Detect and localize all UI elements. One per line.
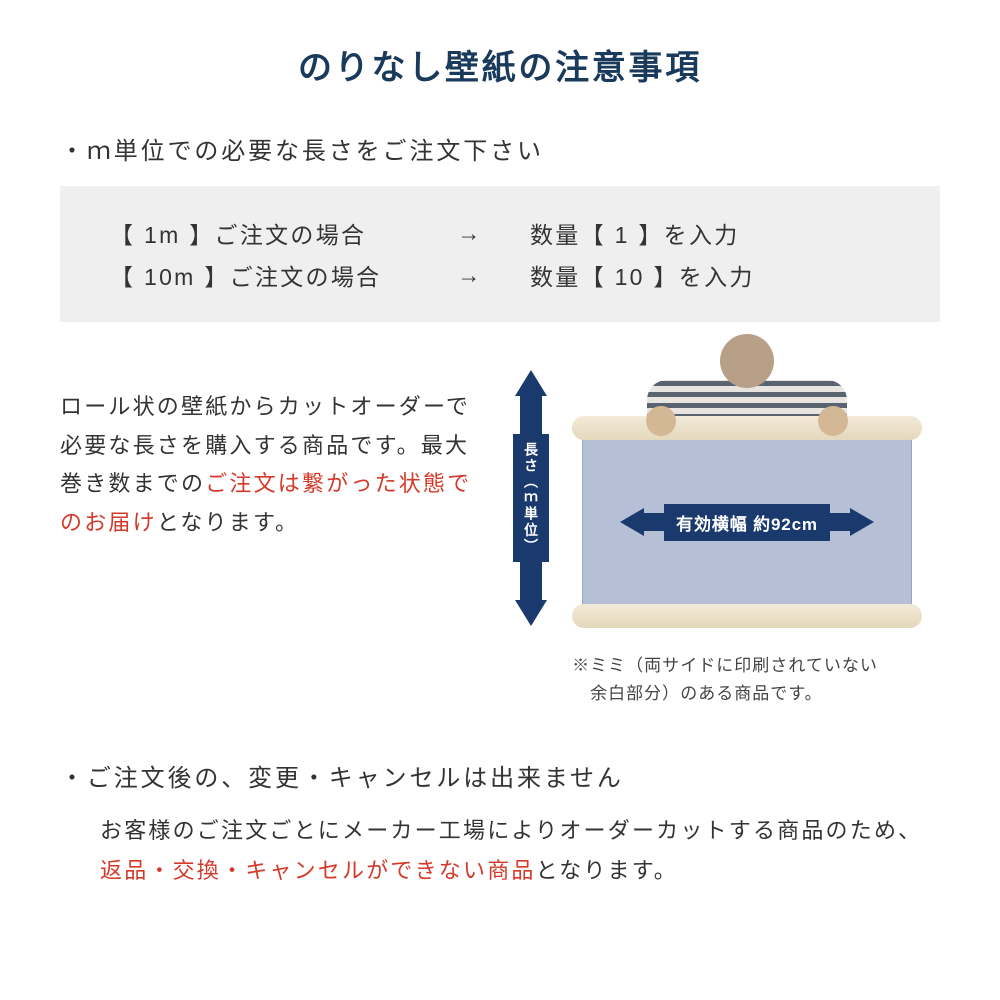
- section2-heading: ・ご注文後の、変更・キャンセルは出来ません: [60, 758, 940, 793]
- width-label: 有効横幅 約92cm: [664, 504, 830, 541]
- wallpaper-roll-bottom: [572, 604, 922, 628]
- example-left: 【 1m 】ご注文の場合: [110, 216, 430, 250]
- person-holding-wallpaper-illustration: 有効横幅 約92cm: [562, 358, 932, 638]
- wallpaper-sheet: 有効横幅 約92cm: [582, 432, 912, 612]
- mimi-margin-note: ※ミミ（両サイドに印刷されていない 余白部分）のある商品です。: [562, 652, 878, 708]
- mimi-line1: ※ミミ（両サイドに印刷されていない: [572, 656, 878, 675]
- order-example-box: 【 1m 】ご注文の場合 → 数量【 1 】を入力 【 10m 】ご注文の場合 …: [60, 186, 940, 322]
- hand-left: [646, 406, 676, 436]
- arrow-left-icon: [620, 508, 644, 536]
- example-row: 【 10m 】ご注文の場合 → 数量【 10 】を入力: [110, 258, 890, 292]
- person-head: [720, 334, 774, 388]
- cut-order-description: ロール状の壁紙からカットオーダーで必要な長さを購入する商品です。最大巻き数までの…: [60, 358, 490, 708]
- example-row: 【 1m 】ご注文の場合 → 数量【 1 】を入力: [110, 216, 890, 250]
- arrow-up-icon: [515, 370, 547, 396]
- policy-red: 返品・交換・キャンセルができない商品: [100, 858, 536, 883]
- width-arrow-horizontal: 有効横幅 約92cm: [596, 504, 898, 541]
- example-right: 数量【 10 】を入力: [510, 258, 890, 292]
- length-label: 長さ（ｍ単位）: [513, 434, 549, 563]
- example-left: 【 10m 】ご注文の場合: [110, 258, 430, 292]
- arrow-right-icon: [850, 508, 874, 536]
- description-and-diagram: ロール状の壁紙からカットオーダーで必要な長さを購入する商品です。最大巻き数までの…: [60, 358, 940, 708]
- desc-post: となります。: [157, 510, 299, 535]
- mimi-line2: 余白部分）のある商品です。: [572, 684, 823, 703]
- cancellation-policy: お客様のご注文ごとにメーカー工場によりオーダーカットする商品のため、返品・交換・…: [60, 811, 940, 890]
- arrow-down-icon: [515, 600, 547, 626]
- wallpaper-diagram: 長さ（ｍ単位） 有効横幅 約92cm: [500, 358, 940, 708]
- page-title: のりなし壁紙の注意事項: [60, 40, 940, 89]
- arrow-right-icon: →: [430, 262, 510, 289]
- section1-heading: ・ｍ単位での必要な長さをご注文下さい: [60, 131, 940, 166]
- length-arrow-vertical: 長さ（ｍ単位）: [508, 370, 554, 627]
- arrow-right-icon: →: [430, 220, 510, 247]
- wallpaper-roll-top: [572, 416, 922, 440]
- policy-post: となります。: [536, 858, 678, 883]
- hand-right: [818, 406, 848, 436]
- example-right: 数量【 1 】を入力: [510, 216, 890, 250]
- policy-pre: お客様のご注文ごとにメーカー工場によりオーダーカットする商品のため、: [100, 818, 922, 843]
